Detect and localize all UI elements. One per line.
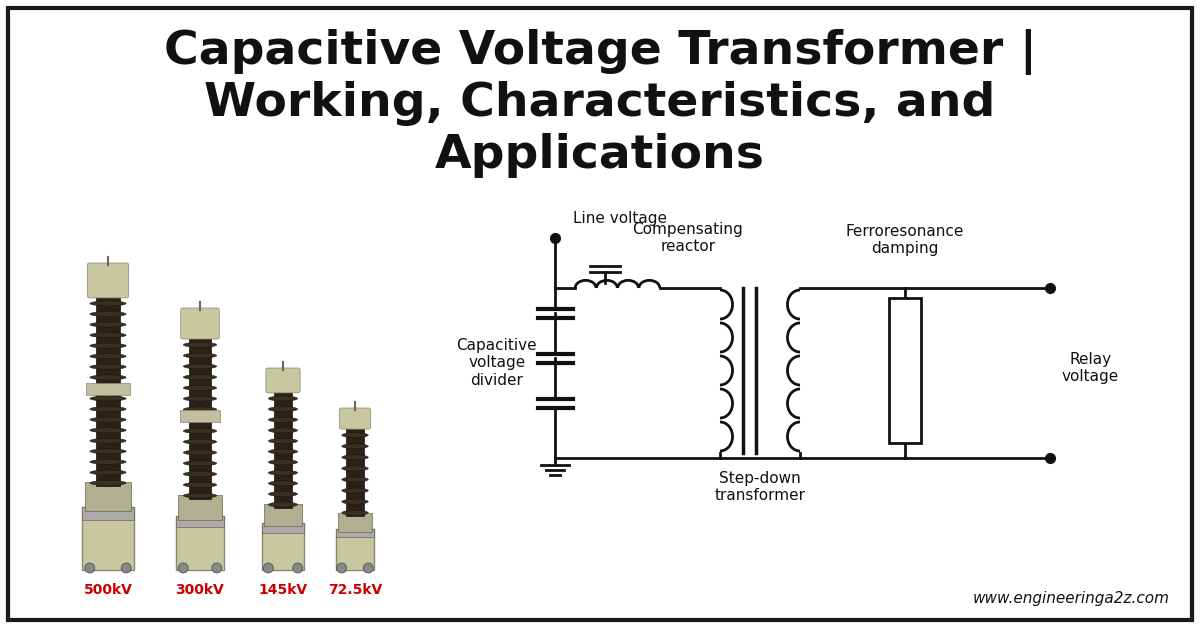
Ellipse shape [184, 375, 217, 379]
Ellipse shape [184, 407, 217, 412]
Text: www.engineeringa2z.com: www.engineeringa2z.com [973, 591, 1170, 606]
Text: Capacitive Voltage Transformer |: Capacitive Voltage Transformer | [163, 29, 1037, 75]
Ellipse shape [90, 417, 126, 422]
Bar [179, 495, 222, 520]
FancyBboxPatch shape [336, 529, 374, 570]
Ellipse shape [342, 433, 368, 438]
Ellipse shape [184, 353, 217, 358]
FancyBboxPatch shape [82, 507, 134, 570]
FancyBboxPatch shape [266, 368, 300, 393]
Ellipse shape [90, 301, 126, 306]
Ellipse shape [184, 450, 217, 455]
Ellipse shape [269, 396, 298, 401]
Ellipse shape [90, 406, 126, 411]
Circle shape [121, 563, 131, 573]
Bar [84, 482, 132, 511]
Ellipse shape [269, 428, 298, 433]
Ellipse shape [269, 438, 298, 443]
Circle shape [178, 563, 188, 573]
Bar [96, 296, 120, 486]
Ellipse shape [90, 386, 126, 391]
Ellipse shape [184, 493, 217, 498]
Ellipse shape [90, 344, 126, 348]
Text: Compensating
reactor: Compensating reactor [632, 222, 743, 254]
Ellipse shape [269, 492, 298, 497]
Ellipse shape [269, 460, 298, 465]
Ellipse shape [269, 449, 298, 454]
Ellipse shape [342, 466, 368, 471]
Bar [176, 516, 224, 527]
Ellipse shape [184, 428, 217, 433]
FancyBboxPatch shape [262, 523, 304, 570]
Circle shape [263, 563, 274, 573]
Ellipse shape [90, 364, 126, 369]
Bar [86, 383, 130, 395]
Ellipse shape [342, 488, 368, 493]
FancyBboxPatch shape [340, 408, 371, 429]
FancyBboxPatch shape [176, 516, 224, 570]
Ellipse shape [184, 386, 217, 391]
Ellipse shape [184, 418, 217, 423]
Ellipse shape [90, 354, 126, 359]
Text: Step-down
transformer: Step-down transformer [714, 471, 805, 504]
Ellipse shape [269, 502, 298, 507]
Text: Line voltage: Line voltage [574, 211, 667, 226]
Text: 500kV: 500kV [84, 583, 132, 597]
Text: Capacitive
voltage
divider: Capacitive voltage divider [456, 338, 538, 388]
Ellipse shape [90, 459, 126, 464]
Ellipse shape [184, 461, 217, 466]
Ellipse shape [90, 480, 126, 485]
Bar [190, 337, 211, 499]
Bar [338, 513, 372, 532]
Ellipse shape [269, 417, 298, 422]
Ellipse shape [184, 342, 217, 347]
Text: 300kV: 300kV [175, 583, 224, 597]
Circle shape [212, 563, 222, 573]
Text: Working, Characteristics, and: Working, Characteristics, and [204, 82, 996, 126]
Ellipse shape [90, 396, 126, 401]
Bar [180, 410, 220, 422]
Ellipse shape [342, 510, 368, 515]
Ellipse shape [184, 439, 217, 444]
Ellipse shape [184, 472, 217, 477]
Bar [889, 298, 922, 443]
Ellipse shape [184, 482, 217, 487]
Ellipse shape [342, 477, 368, 482]
Ellipse shape [90, 322, 126, 327]
Ellipse shape [90, 333, 126, 338]
Ellipse shape [269, 481, 298, 486]
Bar [274, 391, 293, 507]
Ellipse shape [342, 444, 368, 449]
Ellipse shape [90, 449, 126, 454]
Ellipse shape [184, 396, 217, 401]
Bar [264, 504, 302, 526]
Circle shape [337, 563, 347, 573]
Bar [82, 507, 134, 519]
Text: Relay
voltage: Relay voltage [1062, 352, 1120, 384]
Circle shape [85, 563, 95, 573]
Ellipse shape [269, 406, 298, 411]
Ellipse shape [90, 438, 126, 443]
Text: Applications: Applications [436, 134, 766, 178]
FancyBboxPatch shape [88, 263, 128, 298]
Bar [347, 427, 364, 516]
Circle shape [293, 563, 302, 573]
Ellipse shape [90, 311, 126, 317]
Ellipse shape [342, 499, 368, 504]
Text: 72.5kV: 72.5kV [328, 583, 382, 597]
Ellipse shape [269, 470, 298, 475]
Text: 145kV: 145kV [258, 583, 307, 597]
Circle shape [364, 563, 373, 573]
Ellipse shape [184, 364, 217, 369]
Ellipse shape [342, 455, 368, 460]
FancyBboxPatch shape [181, 308, 220, 339]
Ellipse shape [90, 428, 126, 433]
Ellipse shape [90, 375, 126, 380]
Text: Ferroresonance
damping: Ferroresonance damping [846, 224, 964, 256]
Bar [262, 523, 304, 533]
Ellipse shape [90, 470, 126, 475]
Bar [336, 529, 374, 538]
